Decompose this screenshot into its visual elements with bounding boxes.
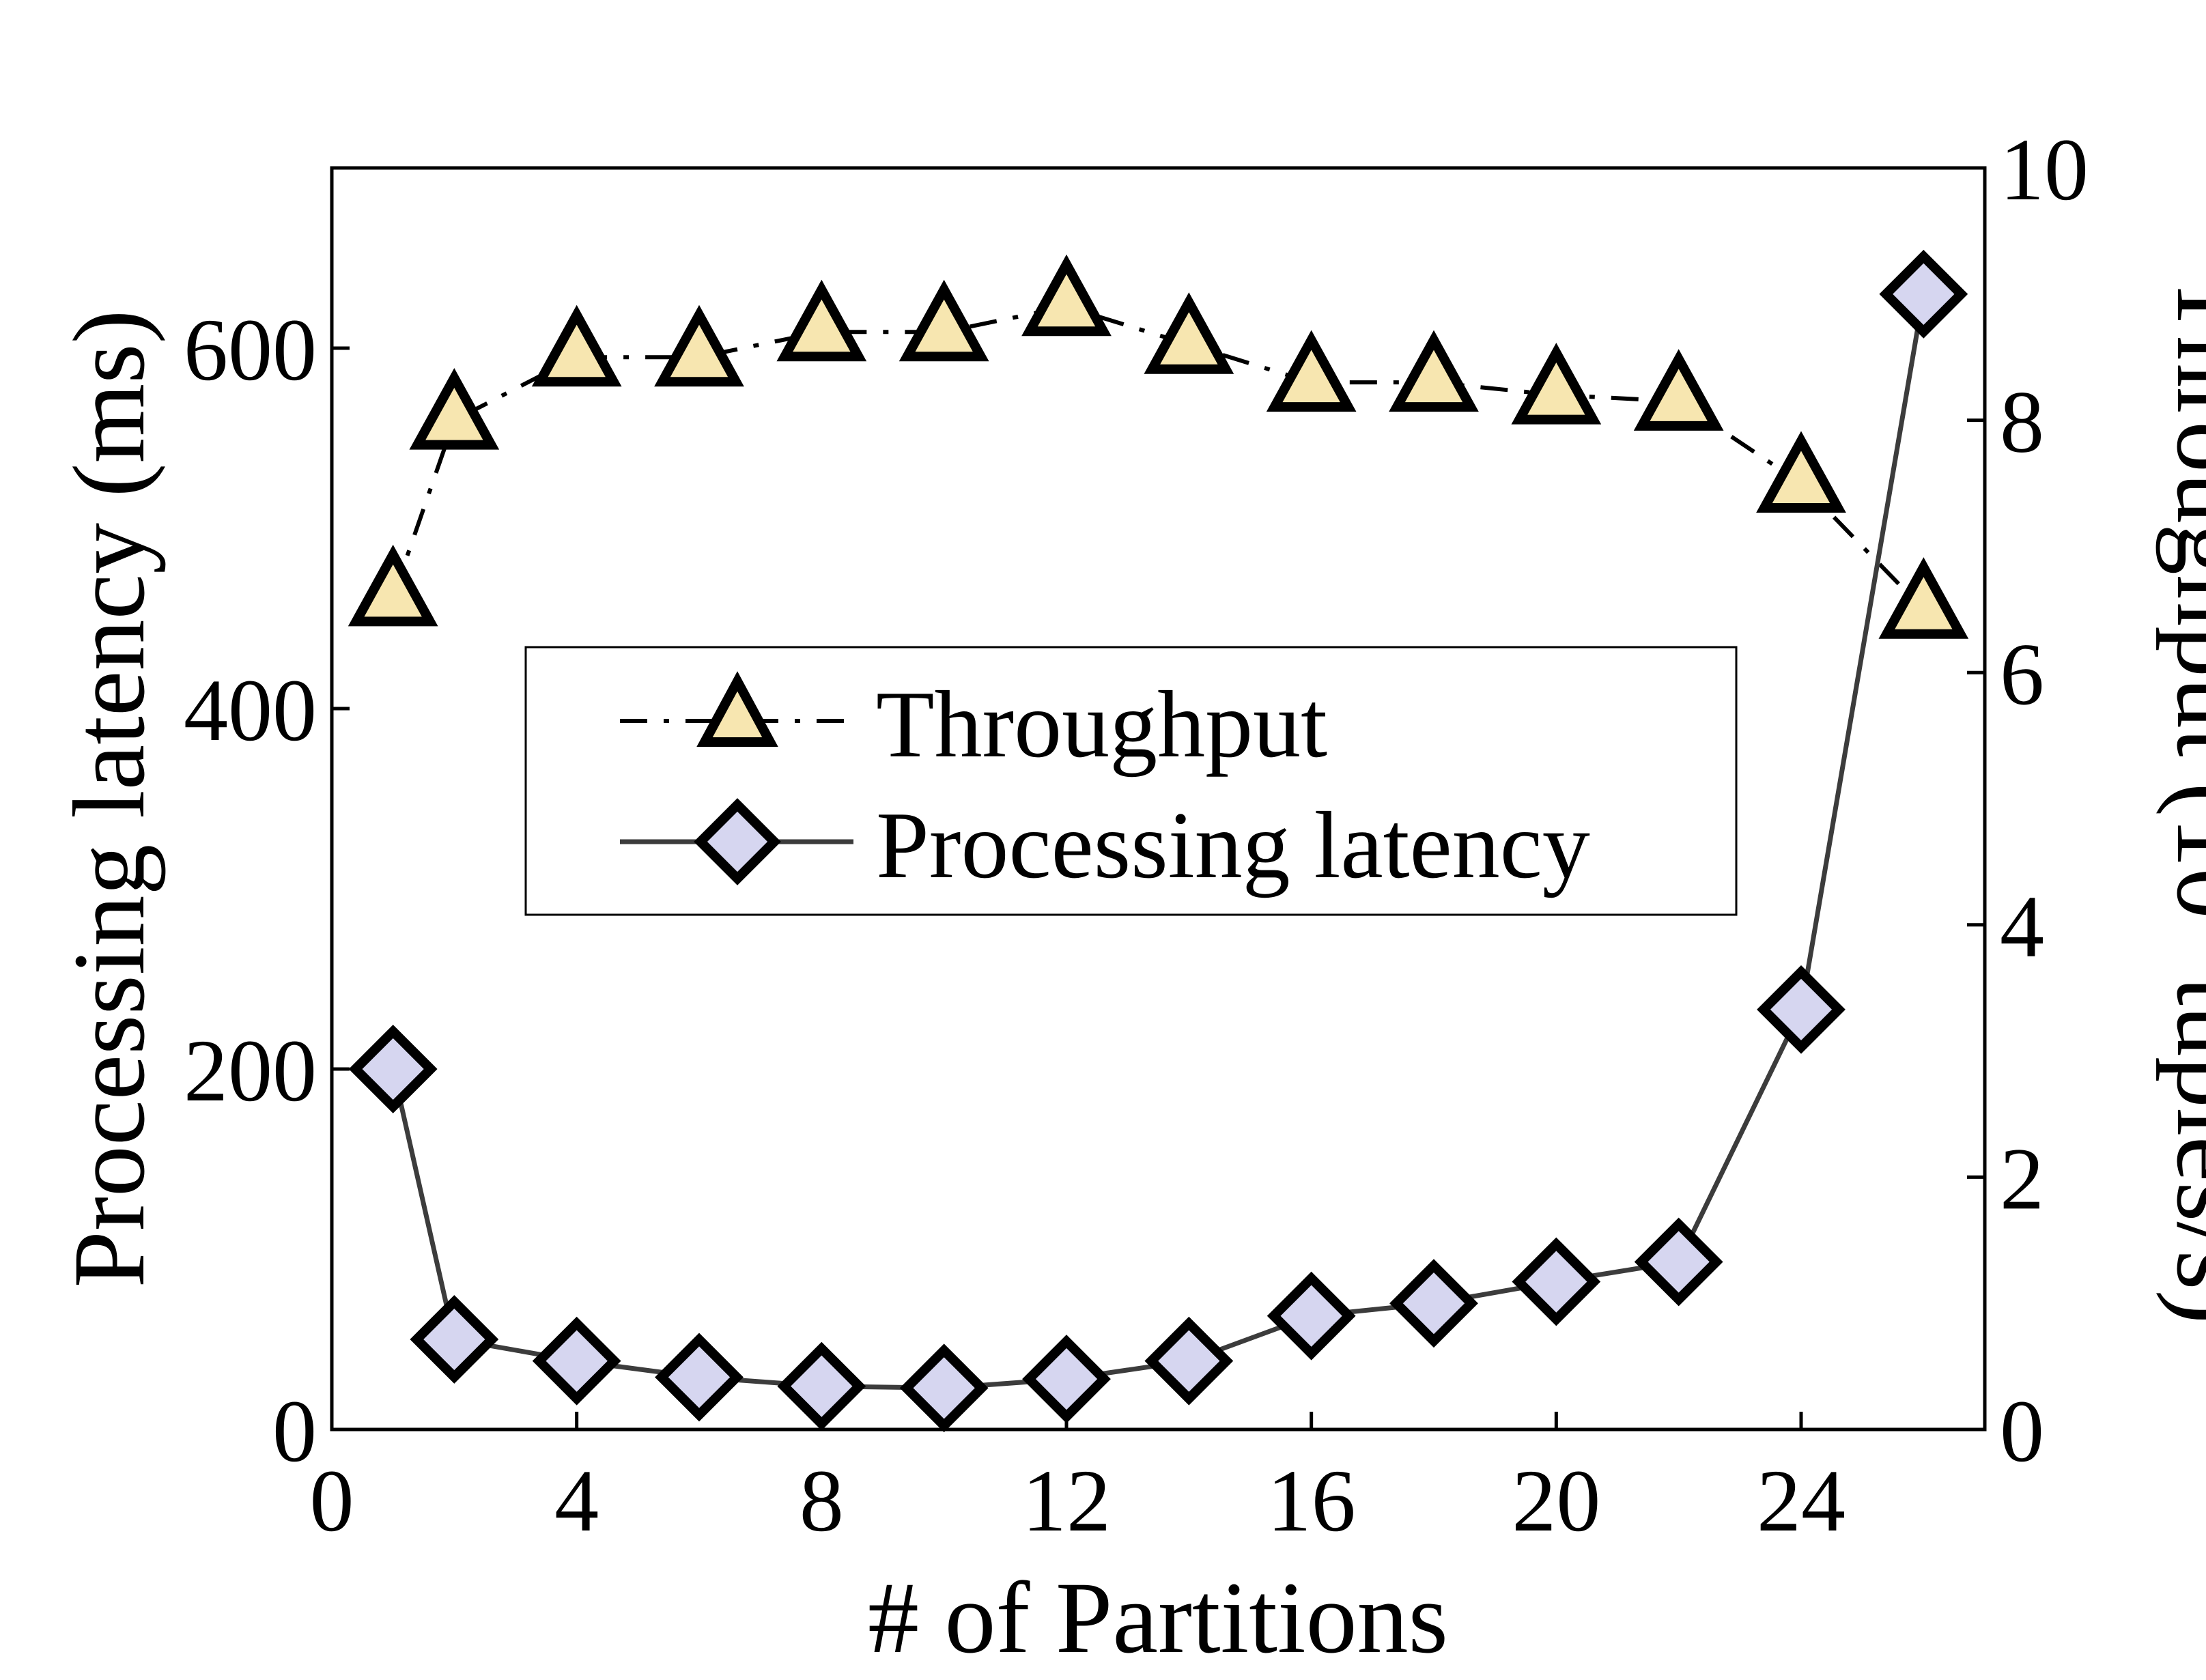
throughput-point	[1266, 330, 1357, 412]
throughput-point	[1144, 292, 1234, 374]
processing-latency-point	[899, 1343, 989, 1433]
series-markers	[348, 249, 1969, 1433]
throughput-point	[1756, 431, 1846, 513]
y-left-tick-label: 200	[184, 1022, 317, 1120]
processing-latency-point	[1389, 1259, 1478, 1348]
x-tick-label: 8	[800, 1452, 844, 1550]
legend-latency-label: Processing latency	[876, 793, 1590, 898]
y-right-tick-label: 10	[2000, 121, 2089, 219]
processing-latency-point	[1634, 1217, 1723, 1307]
processing-latency-point	[410, 1295, 499, 1384]
processing-latency-point	[655, 1333, 744, 1422]
processing-latency-point	[1512, 1237, 1601, 1326]
processing-latency-point	[348, 1025, 438, 1113]
x-tick-label: 12	[1022, 1452, 1111, 1550]
processing-latency-point	[1022, 1335, 1111, 1423]
legend-throughput-label: Throughput	[876, 672, 1327, 778]
legend: Throughput Processing latency	[524, 646, 1738, 916]
throughput-point	[409, 368, 500, 450]
throughput-point	[1389, 330, 1479, 412]
y-left-tick-label: 600	[184, 301, 317, 399]
y-axis-left-title: Processing latency (ms)	[53, 310, 166, 1288]
legend-latency-marker	[694, 798, 781, 885]
throughput-point	[654, 304, 744, 387]
throughput-point	[1633, 349, 1724, 431]
y-axis-right-title: Throughput (103 tuples/s)	[2155, 273, 2206, 1324]
y-left-tick-label: 0	[272, 1382, 317, 1481]
y-axis-right-title-prefix: Throughput (10	[2155, 273, 2206, 919]
x-tick-label: 24	[1757, 1452, 1846, 1550]
y-right-tick-label: 0	[2000, 1382, 2044, 1481]
processing-latency-point	[1757, 965, 1846, 1054]
x-axis-title: # of Partitions	[868, 1561, 1448, 1675]
throughput-point	[348, 544, 438, 627]
y-right-tick-label: 6	[2000, 625, 2044, 724]
x-tick-label: 0	[310, 1452, 354, 1550]
throughput-point	[1021, 254, 1112, 337]
throughput-point	[1878, 557, 1969, 639]
y-left-tick-label: 400	[184, 661, 317, 760]
y-right-tick-label: 4	[2000, 878, 2044, 976]
throughput-point	[776, 279, 867, 362]
processing-latency-point	[1267, 1271, 1356, 1361]
processing-latency-point	[777, 1341, 866, 1431]
throughput-point	[899, 279, 989, 362]
x-tick-label: 4	[554, 1452, 599, 1550]
processing-latency-point	[1879, 249, 1968, 339]
y-right-tick-label: 2	[2000, 1130, 2044, 1228]
throughput-point	[1511, 343, 1602, 425]
plot-frame	[330, 166, 1987, 1432]
y-axis-right-title-suffix: tuples/s)	[2155, 952, 2206, 1324]
x-tick-label: 20	[1512, 1452, 1600, 1550]
processing-latency-point	[1144, 1316, 1234, 1406]
processing-latency-point	[532, 1316, 621, 1406]
throughput-point	[531, 304, 622, 387]
legend-throughput-marker	[696, 671, 778, 747]
x-tick-label: 16	[1267, 1452, 1356, 1550]
y-axis-right-title-superscript: 3	[2205, 919, 2206, 952]
y-right-tick-label: 8	[2000, 373, 2044, 472]
